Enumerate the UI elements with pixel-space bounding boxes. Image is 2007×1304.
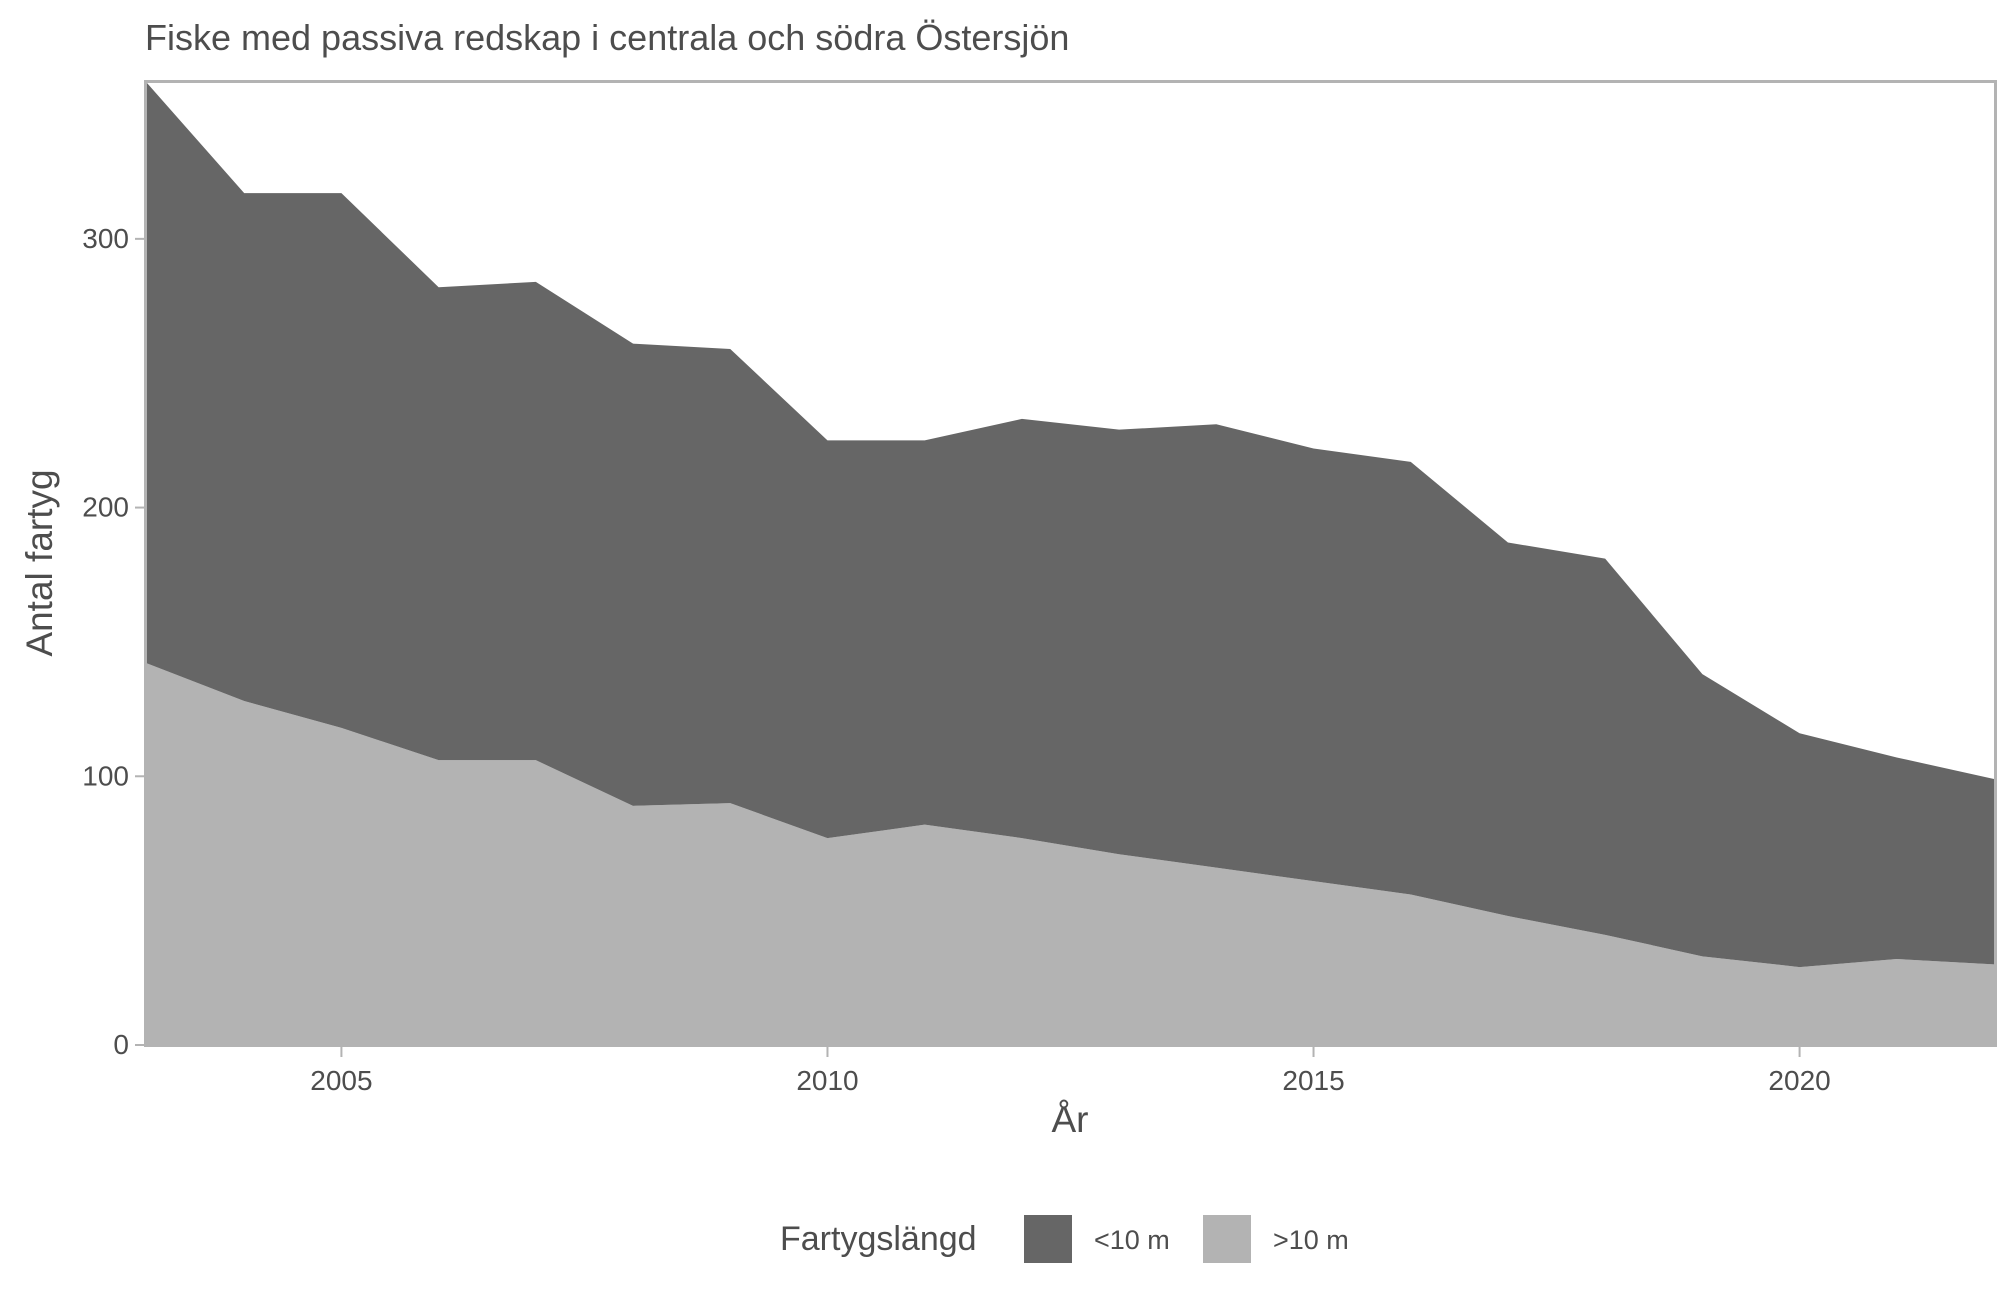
x-tick-label: 2010 xyxy=(796,1065,858,1096)
legend-label: <10 m xyxy=(1094,1225,1170,1255)
x-axis: 2005 2010 2015 2020 xyxy=(310,1046,1831,1096)
y-axis: 0 100 200 300 xyxy=(82,223,146,1060)
plot-area xyxy=(147,83,1994,1045)
legend-label: >10 m xyxy=(1273,1225,1349,1255)
y-tick-label: 300 xyxy=(82,223,129,254)
x-tick-label: 2005 xyxy=(310,1065,372,1096)
chart-title: Fiske med passiva redskap i centrala och… xyxy=(145,17,1069,58)
legend-key xyxy=(1203,1215,1251,1263)
x-tick-label: 2015 xyxy=(1282,1065,1344,1096)
y-tick-label: 0 xyxy=(113,1029,129,1060)
legend-title: Fartygslängd xyxy=(780,1220,977,1258)
area-series-gt10-m xyxy=(147,663,1994,1045)
legend-key xyxy=(1024,1215,1072,1263)
x-tick-label: 2020 xyxy=(1768,1065,1830,1096)
x-axis-label: År xyxy=(1052,1099,1089,1140)
area-series-lt10-m xyxy=(147,83,1994,968)
y-tick-label: 200 xyxy=(82,492,129,523)
plot-border xyxy=(144,80,1997,1047)
legend-items: <10 m >10 m xyxy=(1024,1215,1349,1263)
y-axis-label: Antal fartyg xyxy=(19,469,60,656)
legend: Fartygslängd <10 m >10 m xyxy=(780,1215,1349,1263)
y-tick-label: 100 xyxy=(82,760,129,791)
